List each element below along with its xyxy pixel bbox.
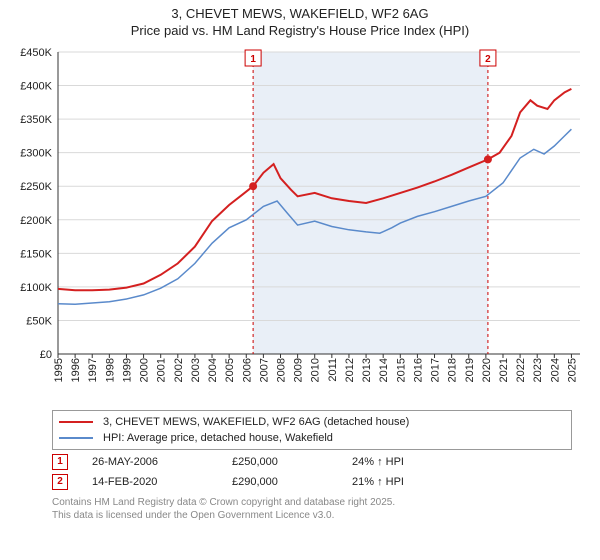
legend-row-2: HPI: Average price, detached house, Wake…	[59, 430, 565, 446]
sale-price-2: £290,000	[232, 476, 352, 488]
svg-text:2008: 2008	[275, 358, 287, 382]
svg-text:2021: 2021	[498, 358, 510, 382]
chart-container: 3, CHEVET MEWS, WAKEFIELD, WF2 6AG Price…	[0, 0, 600, 560]
svg-text:£350K: £350K	[20, 114, 52, 126]
svg-text:1995: 1995	[53, 358, 65, 382]
svg-text:2024: 2024	[549, 358, 561, 382]
svg-text:£400K: £400K	[20, 80, 52, 92]
svg-text:2007: 2007	[258, 358, 270, 382]
svg-text:2: 2	[485, 54, 491, 65]
legend-swatch-red	[59, 421, 93, 423]
svg-text:1996: 1996	[70, 358, 82, 382]
title-subtitle: Price paid vs. HM Land Registry's House …	[10, 23, 590, 40]
svg-text:£200K: £200K	[20, 215, 52, 227]
svg-text:2016: 2016	[412, 358, 424, 382]
svg-text:2009: 2009	[293, 358, 305, 382]
sale-marker-2: 2	[52, 474, 68, 490]
svg-text:2000: 2000	[139, 358, 151, 382]
svg-text:£150K: £150K	[20, 248, 52, 260]
legend-swatch-blue	[59, 437, 93, 439]
svg-text:£50K: £50K	[26, 315, 52, 327]
sale-price-1: £250,000	[232, 456, 352, 468]
svg-text:£300K: £300K	[20, 147, 52, 159]
legend-label-2: HPI: Average price, detached house, Wake…	[103, 432, 333, 444]
legend-row-1: 3, CHEVET MEWS, WAKEFIELD, WF2 6AG (deta…	[59, 414, 565, 430]
svg-text:2006: 2006	[241, 358, 253, 382]
svg-text:2013: 2013	[361, 358, 373, 382]
sale-date-1: 26-MAY-2006	[92, 456, 232, 468]
svg-text:2018: 2018	[447, 358, 459, 382]
sale-date-2: 14-FEB-2020	[92, 476, 232, 488]
svg-text:2011: 2011	[327, 358, 339, 382]
svg-text:1998: 1998	[104, 358, 116, 382]
svg-text:£250K: £250K	[20, 181, 52, 193]
footnote-line1: Contains HM Land Registry data © Crown c…	[52, 497, 395, 508]
sale-delta-2: 21% ↑ HPI	[352, 476, 472, 488]
svg-text:£100K: £100K	[20, 282, 52, 294]
svg-text:2020: 2020	[481, 358, 493, 382]
line-chart: £0 £50K £100K £150K £200K £250K £300K £350K £400…	[10, 44, 590, 404]
svg-text:1997: 1997	[87, 358, 99, 382]
svg-text:£0: £0	[40, 349, 52, 361]
sale-row-1: 1 26-MAY-2006 £250,000 24% ↑ HPI	[52, 454, 590, 470]
svg-text:2012: 2012	[344, 358, 356, 382]
svg-text:2019: 2019	[464, 358, 476, 382]
svg-text:2005: 2005	[224, 358, 236, 382]
svg-text:£450K: £450K	[20, 47, 52, 59]
svg-text:2025: 2025	[566, 358, 578, 382]
svg-text:2014: 2014	[378, 358, 390, 382]
sale-marker-1: 1	[52, 454, 68, 470]
svg-text:2017: 2017	[430, 358, 442, 382]
title-address: 3, CHEVET MEWS, WAKEFIELD, WF2 6AG	[10, 6, 590, 23]
svg-text:2003: 2003	[190, 358, 202, 382]
svg-text:2022: 2022	[515, 358, 527, 382]
svg-text:1999: 1999	[121, 358, 133, 382]
svg-text:2004: 2004	[207, 358, 219, 382]
sale-row-2: 2 14-FEB-2020 £290,000 21% ↑ HPI	[52, 474, 590, 490]
legend-label-1: 3, CHEVET MEWS, WAKEFIELD, WF2 6AG (deta…	[103, 416, 409, 428]
sale-delta-1: 24% ↑ HPI	[352, 456, 472, 468]
footnote: Contains HM Land Registry data © Crown c…	[52, 496, 590, 522]
legend: 3, CHEVET MEWS, WAKEFIELD, WF2 6AG (deta…	[52, 410, 572, 450]
svg-text:2001: 2001	[156, 358, 168, 382]
svg-text:2002: 2002	[173, 358, 185, 382]
svg-text:1: 1	[250, 54, 256, 65]
svg-text:2015: 2015	[395, 358, 407, 382]
svg-text:2010: 2010	[310, 358, 322, 382]
svg-text:2023: 2023	[532, 358, 544, 382]
footnote-line2: This data is licensed under the Open Gov…	[52, 510, 334, 521]
